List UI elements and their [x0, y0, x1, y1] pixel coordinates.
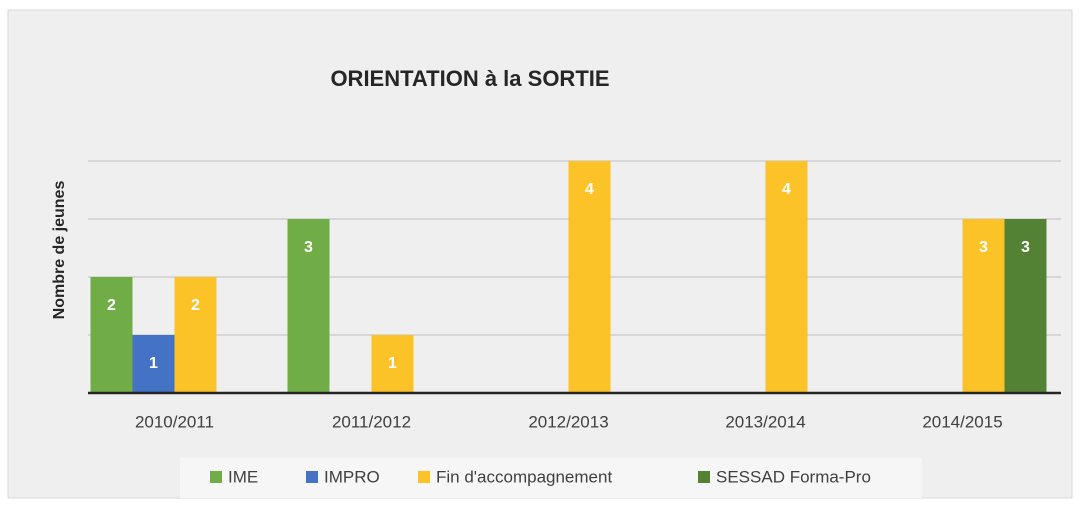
- legend-label: Fin d'accompagnement: [436, 467, 612, 486]
- legend-background: [180, 458, 922, 498]
- data-label: 4: [585, 181, 594, 198]
- y-axis-label: Nombre de jeunes: [51, 181, 68, 320]
- data-label: 2: [107, 297, 116, 314]
- legend-swatch: [698, 471, 710, 483]
- x-tick-label: 2010/2011: [135, 412, 214, 431]
- data-label: 3: [979, 239, 988, 256]
- bar: [1004, 219, 1047, 393]
- data-label: 3: [304, 239, 313, 256]
- data-label: 1: [149, 355, 158, 372]
- bar: [568, 161, 611, 393]
- chart-title: ORIENTATION à la SORTIE: [330, 66, 609, 91]
- legend-label: SESSAD Forma-Pro: [716, 467, 871, 486]
- legend-label: IME: [228, 467, 258, 486]
- x-tick-label: 2012/2013: [528, 412, 608, 431]
- x-tick-label: 2013/2014: [725, 412, 805, 431]
- x-tick-label: 2011/2012: [332, 412, 411, 431]
- bar: [765, 161, 808, 393]
- legend-label: IMPRO: [324, 467, 380, 486]
- x-tick-label: 2014/2015: [922, 412, 1002, 431]
- data-label: 2: [191, 297, 200, 314]
- legend-swatch: [210, 471, 222, 483]
- data-label: 4: [782, 181, 791, 198]
- legend-swatch: [306, 471, 318, 483]
- bar: [90, 277, 133, 393]
- bar: [174, 277, 217, 393]
- bar: [371, 335, 414, 393]
- bar: [132, 335, 175, 393]
- data-label: 1: [388, 355, 397, 372]
- data-label: 3: [1021, 239, 1030, 256]
- chart-background: [7, 9, 1073, 499]
- legend-swatch: [418, 471, 430, 483]
- bar: [287, 219, 330, 393]
- bar: [962, 219, 1005, 393]
